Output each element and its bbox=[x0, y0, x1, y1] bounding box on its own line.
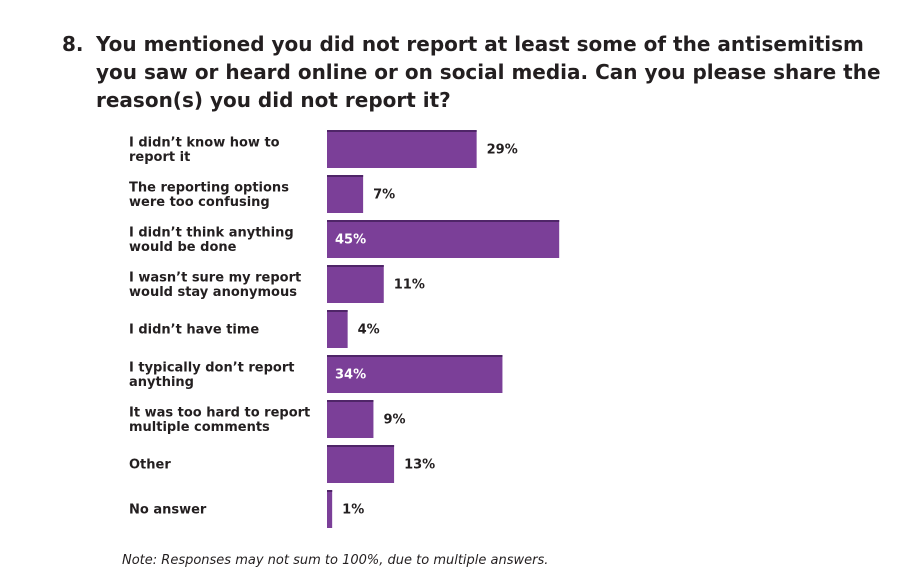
category-label-line: report it bbox=[129, 150, 190, 165]
value-label: 34% bbox=[335, 368, 366, 383]
bar-top-edge bbox=[327, 400, 374, 402]
chart-note: Note: Responses may not sum to 100%, due… bbox=[122, 553, 549, 568]
category-label: No answer bbox=[129, 503, 207, 518]
value-label: 9% bbox=[383, 413, 405, 428]
category-label: I wasn’t sure my report would stay anonym… bbox=[129, 270, 301, 300]
question-number: 8. bbox=[62, 32, 84, 56]
value-label: 45% bbox=[335, 233, 366, 248]
value-label: 4% bbox=[358, 323, 380, 338]
category-label-line: would stay anonymous bbox=[129, 285, 297, 300]
bar bbox=[327, 175, 364, 213]
category-label: I typically don’t report anything bbox=[129, 360, 294, 390]
value-label: 13% bbox=[404, 458, 435, 473]
category-label-line: I didn’t think anything bbox=[129, 225, 294, 240]
bar-top-edge bbox=[327, 130, 477, 132]
category-label-line: were too confusing bbox=[129, 195, 270, 210]
bar-top-edge bbox=[327, 265, 384, 267]
bar-top-edge bbox=[327, 490, 333, 492]
bar bbox=[327, 490, 333, 528]
category-label-line: I wasn’t sure my report bbox=[129, 270, 301, 285]
category-label-line: I didn’t have time bbox=[129, 323, 259, 338]
value-label: 7% bbox=[373, 188, 395, 203]
bar-top-edge bbox=[327, 175, 364, 177]
bar-top-edge bbox=[327, 445, 395, 447]
category-label: Other bbox=[129, 458, 171, 473]
bar bbox=[327, 130, 477, 168]
category-label-line: I didn’t know how to bbox=[129, 135, 280, 150]
category-label-line: multiple comments bbox=[129, 420, 270, 435]
bar-top-edge bbox=[327, 355, 503, 357]
bar bbox=[327, 310, 348, 348]
bar bbox=[327, 400, 374, 438]
category-label: I didn’t think anything would be done bbox=[129, 225, 294, 255]
bar-top-edge bbox=[327, 310, 348, 312]
value-label: 11% bbox=[394, 278, 425, 293]
category-label-line: Other bbox=[129, 458, 171, 473]
category-label-line: would be done bbox=[129, 240, 237, 255]
category-label-line: No answer bbox=[129, 503, 207, 518]
bar bbox=[327, 265, 384, 303]
category-label-line: The reporting options bbox=[129, 180, 289, 195]
value-label: 1% bbox=[342, 503, 364, 518]
bar bbox=[327, 220, 560, 258]
bar bbox=[327, 355, 503, 393]
category-label-line: It was too hard to report bbox=[129, 405, 310, 420]
category-label: I didn’t have time bbox=[129, 323, 259, 338]
bar bbox=[327, 445, 395, 483]
bar-top-edge bbox=[327, 220, 560, 222]
category-label: I didn’t know how to report it bbox=[129, 135, 280, 165]
question-text: You mentioned you did not report at leas… bbox=[96, 32, 881, 112]
value-label: 29% bbox=[487, 143, 518, 158]
category-label: It was too hard to report multiple commen… bbox=[129, 405, 310, 435]
category-label: The reporting options were too confusing bbox=[129, 180, 289, 210]
category-label-line: I typically don’t report bbox=[129, 360, 294, 375]
category-label-line: anything bbox=[129, 375, 194, 390]
